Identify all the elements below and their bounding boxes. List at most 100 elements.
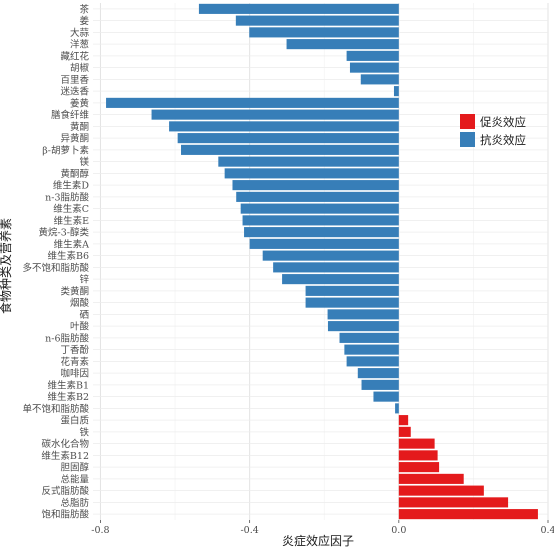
category-label: 锌 (79, 274, 89, 286)
category-label: 花青素 (60, 356, 89, 368)
category-label: 维生素B2 (47, 391, 89, 403)
bar (305, 285, 399, 296)
bar (398, 509, 538, 520)
category-label: 丁香酚 (60, 345, 89, 356)
bar (327, 309, 399, 320)
category-label: 维生素B12 (41, 450, 89, 462)
category-label: 膳食纤维 (51, 109, 90, 121)
bar (398, 497, 509, 508)
grid (93, 3, 549, 520)
bar (249, 238, 399, 249)
category-label: 多不饱和脂肪酸 (22, 262, 89, 274)
x-tick-label: -0.4 (240, 525, 258, 536)
x-axis-ticks: -0.8 -0.4 0.0 0.4 (91, 520, 554, 536)
category-label: n-3脂肪酸 (45, 191, 89, 203)
legend-swatch-anti (460, 132, 475, 147)
category-label: n-6脂肪酸 (45, 332, 89, 344)
bar (242, 215, 399, 226)
bar (151, 109, 399, 120)
category-label: 黄酮 (70, 121, 89, 133)
category-label: 蛋白质 (60, 415, 89, 427)
bar (360, 74, 399, 85)
legend: 促炎效应 抗炎效应 (460, 114, 526, 147)
category-label: 迷迭香 (60, 86, 89, 98)
category-label: 百里香 (60, 75, 89, 86)
bar (395, 403, 399, 414)
bar (232, 180, 399, 191)
category-label: 咖啡因 (60, 368, 89, 380)
x-axis-title: 炎症效应因子 (282, 533, 354, 548)
bar (398, 415, 409, 426)
category-label: 维生素C (53, 203, 89, 215)
bar (262, 250, 399, 261)
x-tick-label: -0.8 (91, 525, 109, 536)
category-label: 大蒜 (70, 27, 90, 39)
category-label: 藏红花 (60, 50, 89, 62)
category-label: 叶酸 (70, 321, 90, 333)
bar (218, 156, 399, 167)
category-label: 类黄酮 (60, 285, 89, 297)
bar (224, 168, 399, 179)
bar (198, 3, 399, 14)
bar (344, 344, 399, 355)
bar (235, 15, 399, 26)
bar (398, 450, 438, 461)
bar (236, 191, 399, 202)
bars (106, 3, 538, 520)
bar (181, 144, 399, 155)
category-label: 维生素B1 (47, 379, 89, 391)
x-tick-label: 0.0 (391, 525, 406, 536)
bar (273, 262, 399, 273)
bar (349, 62, 399, 73)
bar (373, 391, 399, 402)
bar (244, 227, 399, 238)
category-label: 姜 (79, 15, 89, 27)
bar (282, 274, 399, 285)
category-label: 胡椒 (70, 62, 90, 74)
category-label: 维生素B6 (47, 250, 89, 262)
bar (398, 438, 435, 449)
bar (393, 86, 399, 97)
bar (346, 50, 399, 61)
category-label: 铁 (79, 426, 89, 438)
bar (286, 39, 399, 50)
category-label: 维生素E (54, 215, 90, 227)
category-label: 碳水化合物 (41, 438, 89, 450)
category-label: β-胡萝卜素 (42, 144, 89, 156)
category-label: 单不饱和脂肪酸 (22, 403, 89, 415)
category-label: 姜黄 (70, 97, 89, 109)
category-label: 饱和脂肪酸 (41, 509, 89, 521)
category-label: 黄烷-3-醇类 (39, 227, 90, 239)
bar (106, 97, 399, 108)
category-label: 茶 (79, 3, 89, 15)
legend-label-anti: 抗炎效应 (480, 133, 526, 147)
category-label: 洋葱 (70, 39, 89, 51)
category-label: 硒 (79, 310, 89, 321)
bar (361, 379, 399, 390)
bar (240, 203, 399, 214)
bar (327, 321, 399, 332)
category-label: 总能量 (60, 473, 89, 485)
bar (177, 133, 399, 144)
bar (305, 297, 399, 308)
category-label: 胆固醇 (60, 462, 89, 474)
category-label: 反式脂肪酸 (41, 485, 89, 497)
bar (249, 27, 399, 38)
category-label: 总脂肪 (60, 497, 89, 509)
bar (169, 121, 399, 132)
category-label: 异黄酮 (60, 133, 89, 145)
category-label: 镁 (79, 156, 89, 168)
legend-swatch-pro (460, 114, 475, 129)
bar (398, 473, 464, 484)
category-label: 维生素A (54, 238, 90, 250)
bar (398, 462, 440, 473)
x-tick-label: 0.4 (540, 525, 554, 536)
y-axis-title: 食物种类及营养素 (0, 218, 13, 314)
category-label: 维生素D (53, 180, 90, 192)
bar (339, 332, 399, 343)
bar (357, 368, 399, 379)
bar (398, 485, 484, 496)
category-labels: 茶姜大蒜洋葱藏红花胡椒百里香迷迭香姜黄膳食纤维黄酮异黄酮β-胡萝卜素镁黄酮醇维生… (22, 3, 89, 520)
category-label: 黄酮醇 (60, 168, 89, 180)
